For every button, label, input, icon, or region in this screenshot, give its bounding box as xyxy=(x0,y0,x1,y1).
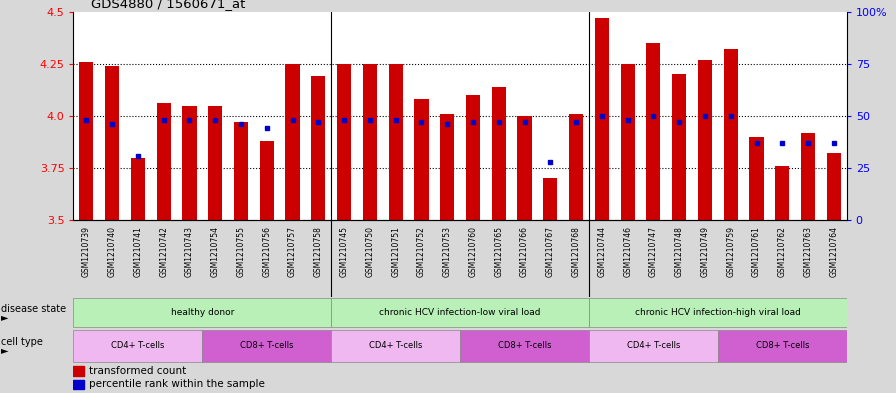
Bar xyxy=(518,116,531,220)
Bar xyxy=(698,60,712,220)
Text: GSM1210758: GSM1210758 xyxy=(314,226,323,277)
Bar xyxy=(260,141,274,220)
Text: GSM1210757: GSM1210757 xyxy=(288,226,297,277)
Text: GSM1210756: GSM1210756 xyxy=(263,226,271,277)
Text: GSM1210753: GSM1210753 xyxy=(443,226,452,277)
Text: GDS4880 / 1560671_at: GDS4880 / 1560671_at xyxy=(91,0,246,10)
Text: GSM1210750: GSM1210750 xyxy=(366,226,375,277)
Text: GSM1210751: GSM1210751 xyxy=(392,226,401,277)
Text: CD8+ T-cells: CD8+ T-cells xyxy=(240,342,294,350)
Bar xyxy=(73,298,332,327)
Bar xyxy=(311,76,325,220)
Bar xyxy=(749,137,763,220)
Text: percentile rank within the sample: percentile rank within the sample xyxy=(90,380,265,389)
Text: GSM1210754: GSM1210754 xyxy=(211,226,220,277)
Text: GSM1210746: GSM1210746 xyxy=(623,226,633,277)
Bar xyxy=(363,64,377,220)
Text: ►: ► xyxy=(1,312,8,322)
Text: GSM1210739: GSM1210739 xyxy=(82,226,90,277)
Text: GSM1210764: GSM1210764 xyxy=(830,226,839,277)
Text: GSM1210744: GSM1210744 xyxy=(598,226,607,277)
Bar xyxy=(718,330,847,362)
Text: GSM1210763: GSM1210763 xyxy=(804,226,813,277)
Bar xyxy=(646,43,660,220)
Text: GSM1210745: GSM1210745 xyxy=(340,226,349,277)
Text: chronic HCV infection-low viral load: chronic HCV infection-low viral load xyxy=(379,308,541,317)
Text: GSM1210752: GSM1210752 xyxy=(417,226,426,277)
Bar xyxy=(332,330,461,362)
Bar xyxy=(389,64,402,220)
Text: GSM1210768: GSM1210768 xyxy=(572,226,581,277)
Bar xyxy=(73,330,202,362)
Bar xyxy=(621,64,634,220)
Bar xyxy=(466,95,480,220)
Text: GSM1210749: GSM1210749 xyxy=(701,226,710,277)
Bar xyxy=(775,166,789,220)
Bar xyxy=(492,87,506,220)
Bar xyxy=(208,106,222,220)
Text: GSM1210762: GSM1210762 xyxy=(778,226,787,277)
Text: GSM1210765: GSM1210765 xyxy=(495,226,504,277)
Bar xyxy=(202,330,332,362)
Text: cell type: cell type xyxy=(1,337,43,347)
Bar xyxy=(589,298,847,327)
Text: GSM1210740: GSM1210740 xyxy=(108,226,116,277)
Text: GSM1210759: GSM1210759 xyxy=(727,226,736,277)
Bar xyxy=(461,330,589,362)
Bar xyxy=(724,49,737,220)
Bar xyxy=(183,106,196,220)
Text: healthy donor: healthy donor xyxy=(170,308,234,317)
Text: GSM1210760: GSM1210760 xyxy=(469,226,478,277)
Text: disease state: disease state xyxy=(1,303,66,314)
Text: chronic HCV infection-high viral load: chronic HCV infection-high viral load xyxy=(635,308,801,317)
Text: CD4+ T-cells: CD4+ T-cells xyxy=(369,342,422,350)
Bar xyxy=(543,178,557,220)
Bar xyxy=(131,158,145,220)
Text: CD4+ T-cells: CD4+ T-cells xyxy=(626,342,680,350)
Text: GSM1210748: GSM1210748 xyxy=(675,226,684,277)
Text: CD8+ T-cells: CD8+ T-cells xyxy=(498,342,551,350)
Text: GSM1210766: GSM1210766 xyxy=(520,226,529,277)
Text: ►: ► xyxy=(1,345,8,356)
Bar xyxy=(595,18,609,220)
Bar xyxy=(414,99,428,220)
Bar xyxy=(589,330,718,362)
Text: transformed count: transformed count xyxy=(90,366,186,376)
Text: CD4+ T-cells: CD4+ T-cells xyxy=(111,342,165,350)
Text: GSM1210741: GSM1210741 xyxy=(134,226,142,277)
Bar xyxy=(569,114,583,220)
Bar xyxy=(79,62,93,220)
Text: GSM1210743: GSM1210743 xyxy=(185,226,194,277)
Bar xyxy=(286,64,299,220)
Bar xyxy=(73,380,83,389)
Text: GSM1210742: GSM1210742 xyxy=(159,226,168,277)
Bar xyxy=(105,66,119,220)
Text: CD8+ T-cells: CD8+ T-cells xyxy=(755,342,809,350)
Bar xyxy=(801,132,815,220)
Bar xyxy=(332,298,589,327)
Bar xyxy=(157,103,171,220)
Text: GSM1210747: GSM1210747 xyxy=(649,226,658,277)
Bar xyxy=(73,366,83,376)
Text: GSM1210755: GSM1210755 xyxy=(237,226,246,277)
Bar xyxy=(827,153,841,220)
Bar xyxy=(440,114,454,220)
Bar xyxy=(234,122,248,220)
Text: GSM1210761: GSM1210761 xyxy=(752,226,761,277)
Text: GSM1210767: GSM1210767 xyxy=(546,226,555,277)
Bar xyxy=(672,74,686,220)
Bar xyxy=(337,64,351,220)
